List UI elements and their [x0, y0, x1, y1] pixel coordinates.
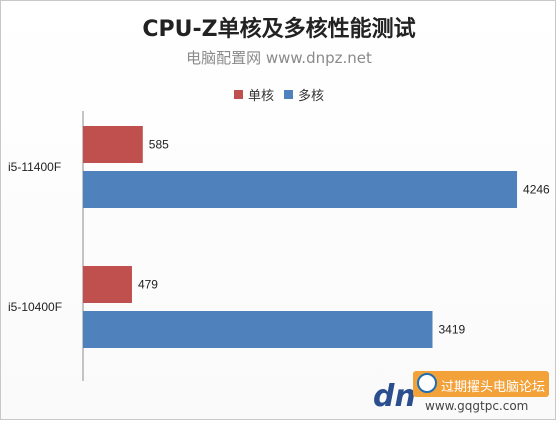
bar-value-label: 479 — [138, 278, 158, 292]
chart-subtitle: 电脑配置网 www.dnpz.net — [186, 49, 372, 67]
bar-value-label: 4246 — [523, 183, 550, 197]
legend-label-multi: 多核 — [298, 89, 325, 104]
legend-item-multi: 多核 — [284, 85, 324, 104]
legend-swatch-single — [233, 90, 243, 99]
bar — [83, 171, 518, 208]
chart-title: CPU-Z单核及多核性能测试 — [142, 17, 416, 42]
bar — [83, 266, 132, 303]
legend-swatch-multi — [284, 90, 293, 99]
legend-label-single: 单核 — [247, 89, 274, 104]
category-label: i5-10400F — [8, 300, 62, 314]
bar — [83, 311, 433, 348]
watermark-text: 过期擢头电脑论坛 — [441, 380, 546, 395]
bar — [83, 126, 143, 163]
legend: 单核 多核 — [1, 85, 556, 104]
watermark-circle-icon — [417, 373, 437, 393]
watermark-url: www.gqgtpc.com — [425, 399, 529, 413]
bar-value-label: 3419 — [438, 323, 465, 337]
watermark-logo: dn — [373, 379, 416, 414]
category-label: i5-11400F — [8, 160, 61, 174]
watermark: dn 过期擢头电脑论坛 www.gqgtpc.com — [373, 367, 556, 421]
bar-value-label: 585 — [149, 138, 169, 152]
legend-item-single: 单核 — [233, 85, 274, 104]
